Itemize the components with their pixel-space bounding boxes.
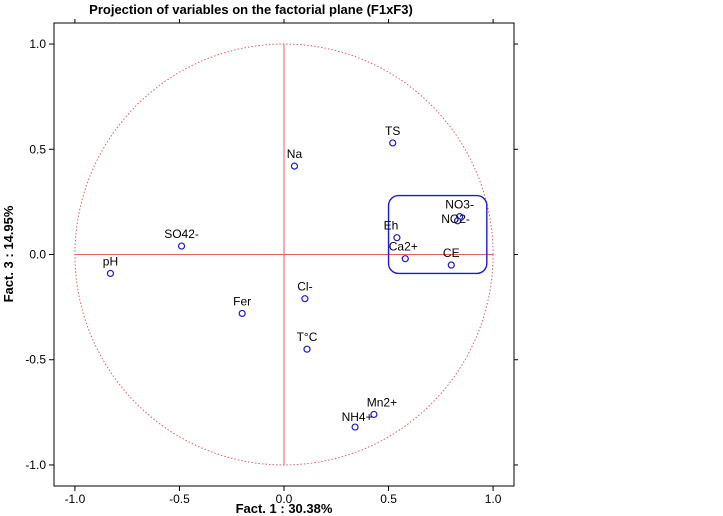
x-tick-label: 0.5 [380,492,397,506]
plot-area: -1.0 -0.5 0.0 0.5 1.0 1.0 0.5 0.0 -0.5 -1.0 TS Na NO… [25,19,518,506]
data-point [370,410,378,419]
y-tick-label: 0.5 [29,142,46,156]
data-point [453,217,462,225]
chart-title: Projection of variables on the factorial… [89,2,413,17]
data-point [351,423,359,431]
data-point [447,261,455,269]
y-tick-label: -1.0 [25,458,46,472]
data-point-label: Eh [384,219,399,233]
data-point [301,295,309,303]
data-point-label: T°C [297,330,318,344]
data-point-label: Fer [233,294,251,308]
x-tick-label: -0.5 [169,492,190,506]
data-point-label: TS [385,124,400,138]
data-point-label: pH [103,254,118,268]
y-tick-label: 0.0 [29,248,46,262]
data-point [290,162,299,170]
data-point-label: Na [287,147,303,161]
data-point [393,234,401,242]
data-point [401,255,409,263]
y-axis-label: Fact. 3 : 14.95% [1,205,16,302]
y-tick-label: 1.0 [29,37,46,51]
highlight-box [387,194,488,275]
data-point-label: Ca2+ [389,240,418,254]
data-point [389,139,397,147]
data-point-label: NO3- [445,198,474,212]
data-point [303,345,311,353]
data-point-label: SO42- [164,227,199,241]
data-point-label: NH4+ [342,410,373,424]
data-point-label: Mn2+ [367,395,397,409]
x-tick-label: -1.0 [65,492,86,506]
x-axis-label: Fact. 1 : 30.38% [236,501,333,516]
data-point-label: CE [443,246,460,260]
x-tick-label: 0.0 [276,492,293,506]
data-point-label: NO2- [441,212,470,226]
data-point-label: Cl- [297,280,312,294]
data-point [238,309,246,318]
data-point [106,269,115,278]
x-tick-label: 1.0 [485,492,502,506]
data-point [177,242,186,250]
y-tick-label: -0.5 [25,353,46,367]
